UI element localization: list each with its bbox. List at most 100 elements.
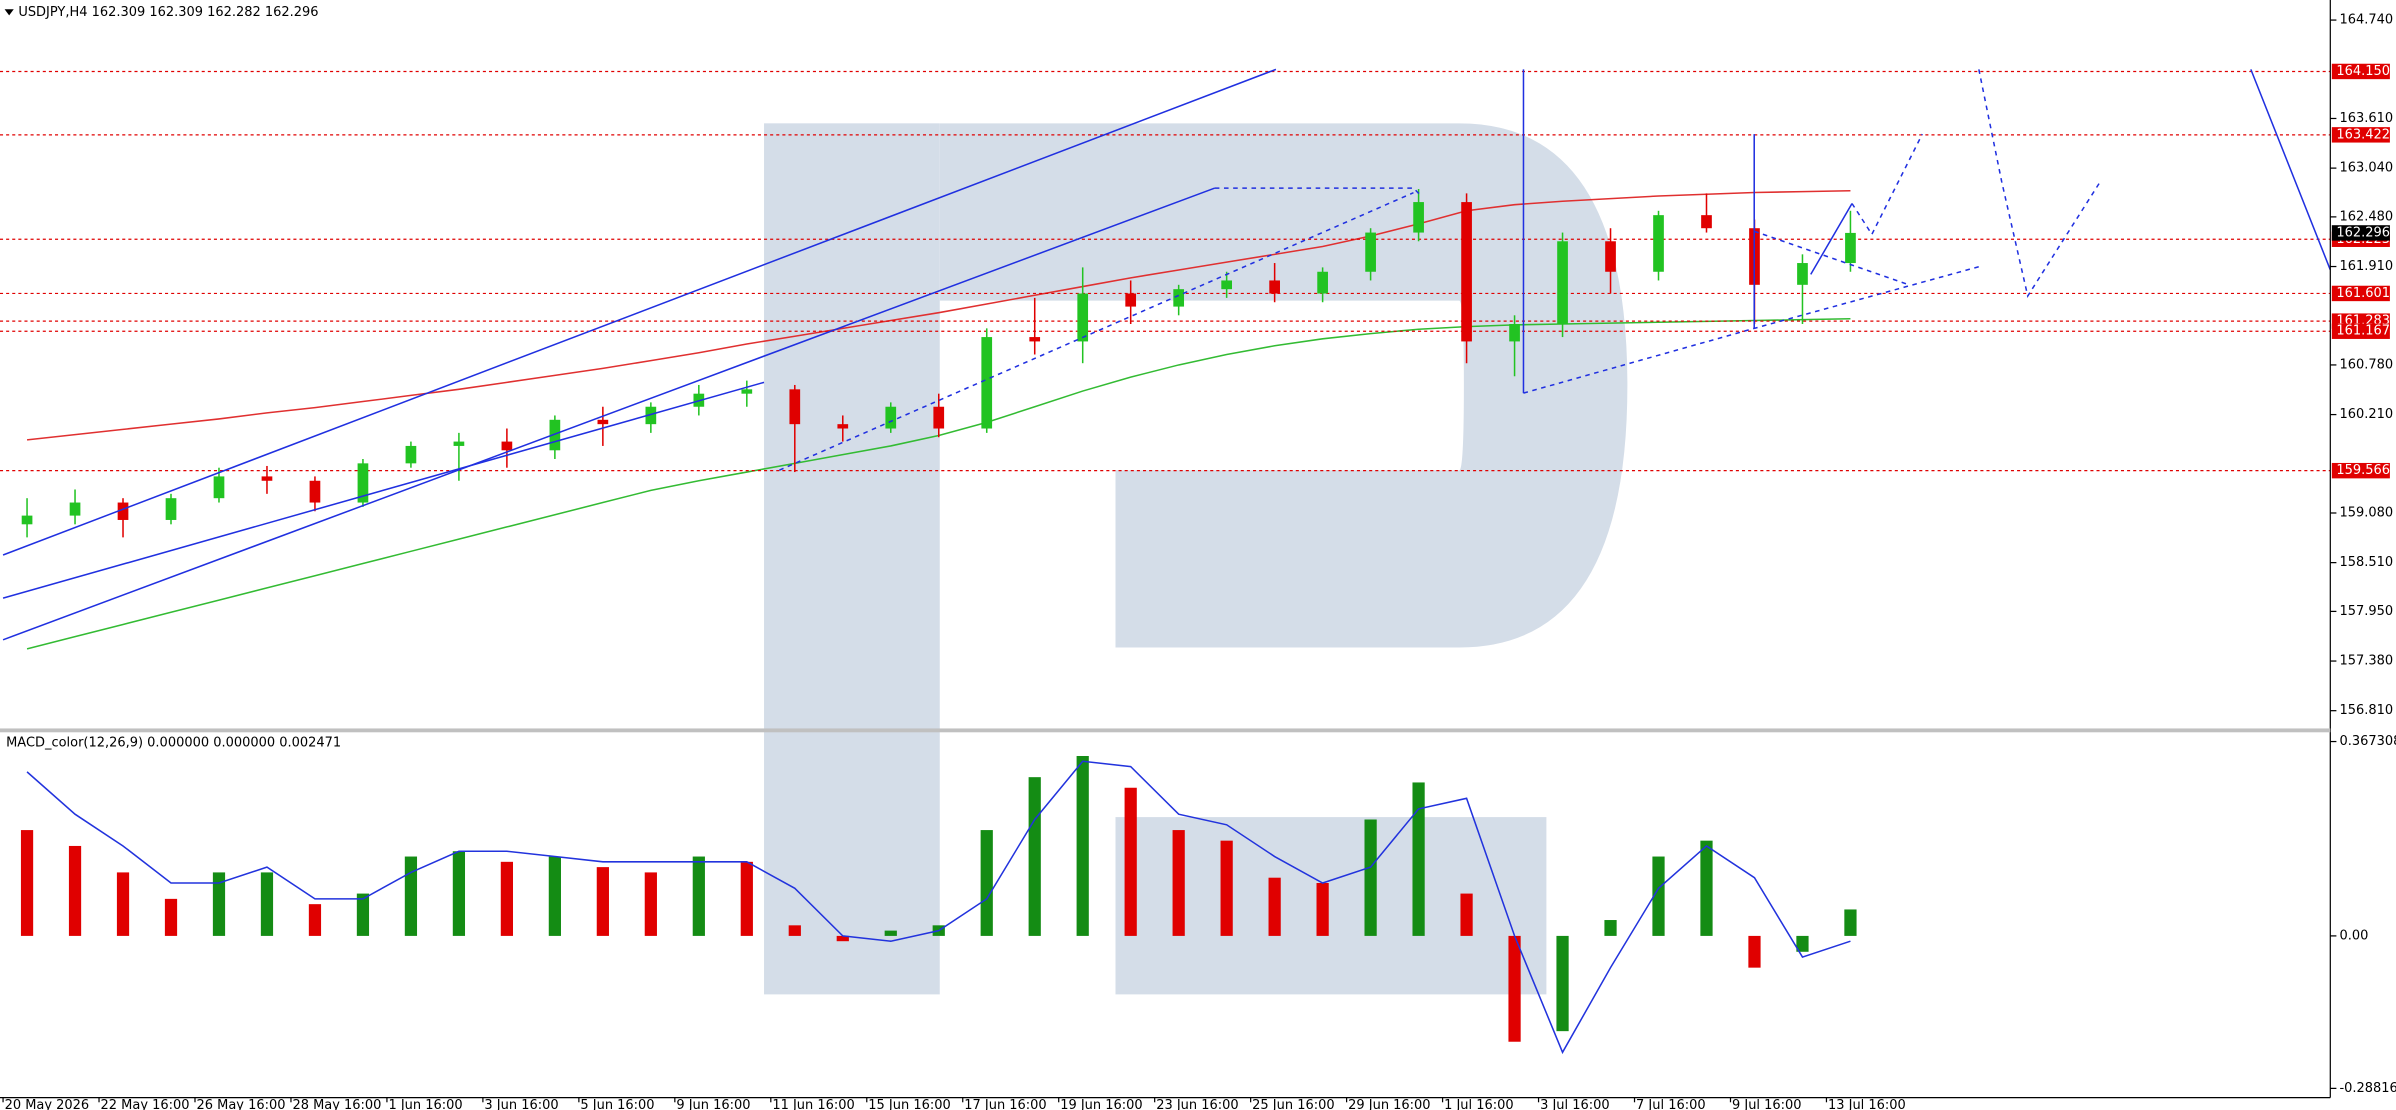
pane-divider: [0, 728, 2331, 733]
y-tick-label: -0.288162: [2339, 1081, 2396, 1096]
macd-bar: [1076, 755, 1089, 936]
watermark: [764, 123, 1628, 995]
macd-bar: [20, 830, 34, 936]
macd-bar: [596, 867, 609, 936]
y-tick-label: 156.810: [2339, 703, 2393, 718]
y-tick-label: 160.780: [2339, 357, 2393, 372]
y-tick-label: 164.740: [2339, 13, 2393, 28]
candle-body: [1605, 241, 1616, 272]
candle-body: [1845, 232, 1856, 264]
candle-body: [165, 498, 177, 520]
x-tick-label: 1 Jun 16:00: [388, 1098, 462, 1110]
macd-bar: [164, 898, 178, 936]
candle-body: [1509, 324, 1520, 342]
macd-bar: [260, 872, 274, 936]
y-tick-label: 157.380: [2339, 654, 2393, 669]
candle-body: [1125, 293, 1137, 307]
indicator-title: MACD_color(12,26,9) 0.000000 0.000000 0.…: [6, 736, 341, 751]
candle-body: [1365, 232, 1376, 272]
macd-bar: [644, 872, 657, 936]
candle-body: [981, 337, 993, 429]
y-tick-label: 159.080: [2339, 505, 2393, 520]
macd-bar: [356, 893, 370, 936]
macd-bar: [1700, 840, 1713, 936]
trend-line: [2, 381, 765, 599]
level-label-box: [2331, 285, 2390, 302]
x-tick-label: 11 Jun 16:00: [772, 1098, 854, 1110]
macd-bar: [1124, 787, 1137, 936]
candle-body: [885, 406, 897, 429]
x-tick-label: 3 Jun 16:00: [484, 1098, 558, 1110]
candle-body: [933, 406, 945, 429]
x-tick-label: 5 Jun 16:00: [580, 1098, 654, 1110]
candle-body: [1413, 202, 1424, 233]
candle-body: [69, 502, 81, 516]
x-tick-label: 15 Jun 16:00: [868, 1098, 950, 1110]
macd-bar: [1556, 935, 1569, 1032]
candle-body: [357, 463, 369, 503]
x-tick-label: 7 Jul 16:00: [1636, 1098, 1706, 1110]
level-label: 163.422: [2336, 127, 2390, 142]
x-tick-label: 22 May 16:00: [101, 1098, 190, 1110]
macd-bar: [1220, 840, 1233, 936]
candle-body: [213, 476, 225, 499]
symbol-menu-icon[interactable]: [4, 9, 14, 16]
macd-bar: [1412, 782, 1425, 936]
level-label: 159.566: [2336, 463, 2390, 478]
watermark-stem: [764, 123, 940, 995]
trend-line: [1214, 187, 1422, 197]
macd-bar: [1748, 935, 1761, 968]
y-tick-label: 163.040: [2339, 161, 2393, 176]
macd-bar: [308, 904, 322, 936]
y-tick-label: 161.910: [2339, 259, 2393, 274]
macd-bar: [836, 935, 849, 942]
moving-average: [26, 189, 1851, 441]
candle-body: [1173, 289, 1185, 307]
level-label-box: [2331, 323, 2390, 339]
macd-bar: [788, 925, 801, 936]
x-tick-label: 17 Jun 16:00: [964, 1098, 1046, 1110]
level-label-box: [2331, 127, 2390, 143]
macd-bar: [980, 830, 993, 936]
forecast-line: [1851, 133, 1923, 236]
candle-body: [453, 441, 465, 446]
x-tick-label: 3 Jul 16:00: [1540, 1098, 1610, 1110]
y-tick-label: 157.950: [2339, 604, 2393, 619]
candle-body: [1701, 215, 1712, 229]
level-label: 164.150: [2336, 64, 2390, 79]
x-tick-label: 20 May 2026: [5, 1098, 90, 1110]
macd-bar: [1364, 819, 1377, 936]
level-label-box: [2331, 462, 2390, 479]
candle-body: [1797, 263, 1808, 285]
y-tick-label: 163.610: [2339, 111, 2393, 126]
x-tick-label: 28 May 16:00: [292, 1098, 381, 1110]
candle-body: [309, 480, 321, 503]
x-tick-label: 13 Jul 16:00: [1828, 1098, 1906, 1110]
plot: 164.740 163.610 163.040 162.480 161.910 160.7…: [0, 13, 2396, 1110]
candle-body: [1221, 280, 1233, 290]
candle-body: [789, 389, 801, 425]
candle-body: [21, 515, 33, 525]
macd-bar: [1844, 909, 1857, 936]
level-label: 161.167: [2336, 324, 2390, 339]
candle-body: [261, 476, 273, 481]
x-tick-label: 9 Jul 16:00: [1732, 1098, 1802, 1110]
macd-bar: [1508, 935, 1521, 1042]
candle-body: [1269, 280, 1280, 294]
macd-bar: [1796, 935, 1809, 952]
watermark-leg: [1115, 817, 1547, 995]
x-tick-label: 1 Jul 16:00: [1444, 1098, 1514, 1110]
watermark-bowl: [939, 123, 1628, 648]
macd-bar: [1028, 777, 1041, 936]
macd-bar: [1604, 920, 1617, 936]
candle-body: [645, 406, 657, 425]
candle-body: [741, 389, 753, 394]
trend-line: [2, 68, 1277, 556]
candle-body: [549, 419, 561, 451]
macd-bar: [1652, 856, 1665, 936]
y-tick-label: 158.510: [2339, 555, 2393, 570]
macd-bar: [404, 856, 418, 936]
level-label: 161.601: [2336, 286, 2390, 301]
